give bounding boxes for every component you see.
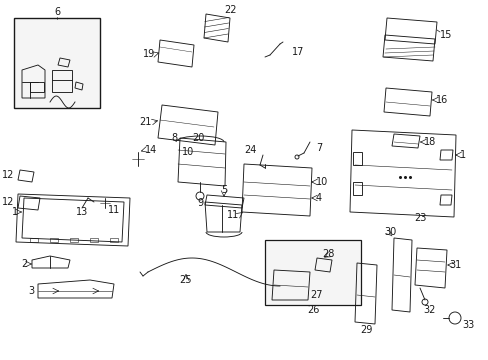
Text: 8: 8 (171, 133, 178, 143)
Text: 33: 33 (461, 320, 473, 330)
Text: 6: 6 (54, 7, 60, 17)
Text: 12: 12 (1, 170, 14, 180)
Text: 10: 10 (182, 147, 194, 157)
Text: 26: 26 (306, 305, 319, 315)
Text: 22: 22 (224, 5, 236, 15)
Text: 25: 25 (180, 275, 192, 285)
Bar (14, 18, 100, 108)
Text: 11: 11 (226, 210, 239, 220)
Text: 28: 28 (321, 249, 333, 259)
Text: 2: 2 (21, 259, 28, 269)
Text: 14: 14 (145, 145, 157, 155)
Text: 27: 27 (309, 290, 322, 300)
Text: 11: 11 (108, 205, 120, 215)
Text: 20: 20 (192, 133, 204, 143)
Text: 3: 3 (28, 286, 34, 296)
Text: 31: 31 (448, 260, 460, 270)
Text: 23: 23 (413, 213, 426, 223)
Text: 24: 24 (244, 145, 257, 155)
Text: 19: 19 (142, 49, 155, 59)
Text: 32: 32 (423, 305, 435, 315)
Text: 10: 10 (315, 177, 327, 187)
Text: 7: 7 (315, 143, 322, 153)
Text: 15: 15 (439, 30, 451, 40)
Text: 1: 1 (459, 150, 465, 160)
Text: 29: 29 (359, 325, 371, 335)
Text: 12: 12 (1, 197, 14, 207)
Text: 18: 18 (423, 137, 435, 147)
Text: 16: 16 (435, 95, 447, 105)
Bar (264, 240, 360, 305)
Text: 13: 13 (76, 207, 88, 217)
Text: 30: 30 (383, 227, 395, 237)
Text: 1: 1 (12, 207, 18, 217)
Text: 4: 4 (315, 193, 322, 203)
Text: 5: 5 (221, 185, 226, 195)
Text: 21: 21 (140, 117, 152, 127)
Text: 9: 9 (197, 198, 203, 208)
Text: 17: 17 (291, 47, 304, 57)
